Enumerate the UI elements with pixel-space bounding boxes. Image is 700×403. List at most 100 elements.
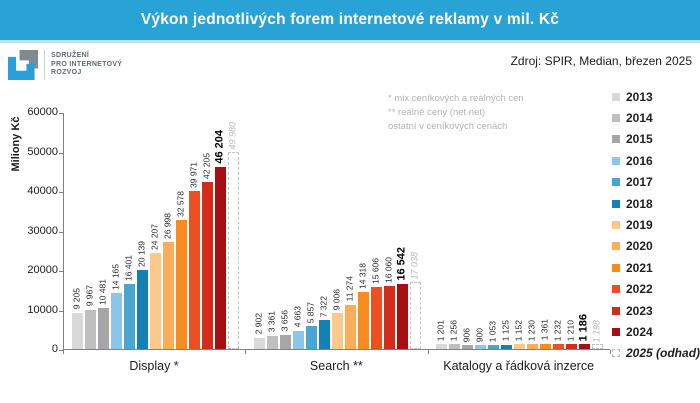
bar-2014-3: 1 256 [448,320,460,349]
bar-value-label: 16 401 [123,255,134,282]
y-tick-label: 20000 [27,264,58,276]
legend-label: 2015 [626,132,653,147]
legend-label: 2017 [626,175,653,190]
bar-2013-3: 1 201 [435,320,447,349]
bar-2014-2: 3 361 [266,311,278,349]
page-title: Výkon jednotlivých forem internetové rek… [140,11,560,28]
bar-2017-3: 1 053 [487,321,499,349]
x-tick-mark [427,350,429,354]
bar-value-label: 46 204 [213,129,226,164]
bar-value-label: 1 201 [435,320,446,342]
legend-swatch [612,114,620,123]
bar-group-1: 9 205 9 967 10 481 14 165 16 401 20 139 24 207… [64,113,246,349]
legend-label: 2013 [626,89,653,104]
bar-2019-3: 1 152 [513,320,525,349]
legend-item-2013: 2013 [612,86,700,107]
category-label-1: Display * [129,359,179,373]
bar-2014-1: 9 967 [84,285,96,349]
bar-2023-1: 42 205 [201,153,213,349]
legend-item-2016: 2016 [612,150,700,171]
bar-value-label: 39 971 [188,162,199,189]
bar-value-label: 7 322 [318,295,329,318]
legend-item-2021: 2021 [612,257,700,278]
bar-value-label: 16 060 [383,256,394,283]
legend-label: 2022 [626,282,653,297]
legend-item-2020: 2020 [612,236,700,257]
bar-group-2: 2 902 3 361 3 656 4 663 5 857 7 322 9 006 11 27… [246,113,428,349]
legend-label: 2020 [626,239,653,254]
bar-2020-3: 1 230 [526,320,538,349]
bar-value-label: 10 481 [97,278,108,305]
bar-value-label: 11 274 [344,276,355,302]
source-caption: Zdroj: SPIR, Median, březen 2025 [510,54,692,68]
bar-2021-3: 1 361 [539,319,551,349]
legend-label: 2023 [626,303,653,318]
bar-value-label: 1 210 [565,319,576,342]
bar-value-label: 24 207 [149,224,160,251]
bar-2024-1: 46 204 [214,130,226,349]
logo-wordmark: SDRUŽENÍ PRO INTERNETOVÝ ROZVOJ [51,52,122,78]
title-bar: Výkon jednotlivých forem internetové rek… [0,0,700,40]
y-tick-mark [59,192,63,193]
bar-2022-3: 1 232 [552,320,564,349]
bar-2017-1: 16 401 [123,255,135,349]
bar-value-label: 42 205 [201,153,212,180]
bar-value-label: 1 232 [552,319,563,342]
y-tick-mark [59,152,63,154]
legend-swatch [612,327,620,336]
bar-2019-1: 24 207 [149,224,161,349]
legend-swatch [612,306,620,315]
bar-value-label: 1 152 [513,320,524,342]
logo-divider [44,50,45,80]
legend-label: 2018 [626,196,653,211]
legend-swatch [612,199,620,208]
bar-2025-1: 49 980 [227,122,239,349]
logo-line-2: PRO INTERNETOVÝ [51,60,123,68]
legend-swatch [612,221,620,230]
bar-2022-1: 39 971 [188,162,200,349]
bar-value-label: 1 230 [526,319,537,342]
legend-swatch [612,92,620,101]
y-tick-label: 60000 [27,106,58,118]
bar-2013-1: 9 205 [71,288,83,349]
y-tick-label: 50000 [27,145,58,158]
note-line-2: ** reálné ceny (net net) [388,107,486,118]
bar-2018-2: 7 322 [318,296,330,349]
bar-2024-2: 16 542 [396,247,408,349]
bar-2019-2: 9 006 [331,289,343,349]
bar-value-label: 26 998 [162,213,173,240]
bar-2021-2: 14 318 [357,263,369,349]
legend-item-2022: 2022 [612,279,700,300]
legend-label: 2024 [626,324,653,339]
y-tick-label: 0 [51,343,58,355]
bar-2015-3: 906 [461,328,473,349]
y-tick-mark [59,350,63,351]
bar-value-label: 1 053 [487,320,498,342]
note-line-1: * mix ceníkových a reálných cen [388,93,524,104]
bar-value-label: 906 [461,328,472,343]
legend-swatch [612,263,620,272]
spir-logo: SDRUŽENÍ PRO INTERNETOVÝ ROZVOJ [8,50,122,80]
y-tick-label: 30000 [27,224,58,237]
bar-value-label: 5 857 [305,301,316,323]
bar-value-label: 9 967 [84,285,95,307]
bar-value-label: 3 656 [279,310,290,332]
bar-value-label: 17 038 [409,252,420,280]
bar-value-label: 20 139 [136,240,147,267]
bar-2023-2: 16 060 [383,257,395,349]
bar-value-label: 14 318 [357,263,368,290]
bar-2020-2: 11 274 [344,276,356,349]
category-label-2: Search ** [309,359,363,373]
bar-value-label: 3 361 [266,311,277,333]
plot-area: 9 205 9 967 10 481 14 165 16 401 20 139 24 207… [63,113,610,350]
bar-value-label: 1 361 [539,319,550,341]
bar-2025-3: 1 198 [591,320,603,349]
bar-value-label: 1 198 [591,319,602,343]
note-line-3: ostatní v ceníkových cenách [388,121,508,132]
pricing-notes: * mix ceníkových a reálných cen ** reáln… [388,92,524,134]
bar-group-3: 1 201 1 256 906 900 1 053 1 125 1 152 1 230 1 36… [428,113,610,349]
bar-2023-3: 1 210 [565,320,577,349]
bar-2021-1: 32 578 [175,191,187,349]
legend-item-2017: 2017 [612,172,700,193]
